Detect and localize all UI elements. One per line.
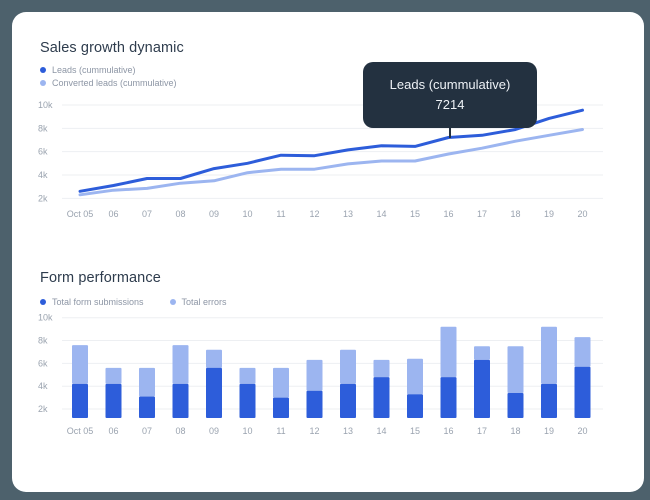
bar-errors-segment — [273, 367, 289, 398]
bar-submissions-segment — [440, 377, 457, 418]
svg-text:2k: 2k — [38, 404, 48, 414]
sales-growth-line-chart[interactable]: 10k 8k 6k 4k 2k Oct 05 06 07 08 09 10 11 12 13 14 15 16 1… — [38, 95, 618, 225]
bar-submissions-segment — [507, 393, 524, 418]
legend-item-total-errors[interactable]: Total errors — [169, 295, 227, 308]
svg-text:6k: 6k — [38, 147, 48, 157]
bar-submissions-segment — [340, 383, 356, 418]
svg-text:11: 11 — [276, 209, 285, 219]
bar-submissions-segment — [541, 383, 557, 418]
svg-text:09: 09 — [209, 209, 219, 219]
svg-text:16: 16 — [443, 209, 453, 219]
bar-submissions-segment — [574, 366, 591, 418]
bar-submissions-segment — [72, 383, 88, 418]
svg-text:10: 10 — [242, 209, 252, 219]
svg-text:8k: 8k — [38, 123, 48, 133]
svg-text:16: 16 — [443, 426, 453, 436]
svg-text:4k: 4k — [38, 170, 48, 180]
errors-legend-dot-icon — [169, 298, 176, 305]
svg-text:07: 07 — [142, 426, 152, 436]
svg-text:Oct 05: Oct 05 — [67, 426, 94, 436]
bar-errors-segment — [574, 337, 591, 367]
svg-text:18: 18 — [510, 426, 520, 436]
tooltip-pointer-line — [449, 128, 451, 138]
bar-errors-segment — [306, 359, 323, 391]
bar-errors-segment — [139, 367, 155, 397]
svg-text:14: 14 — [376, 426, 386, 436]
svg-text:19: 19 — [544, 426, 554, 436]
bar-submissions-segment — [407, 394, 423, 418]
bar-errors-segment — [407, 358, 423, 395]
legend-item-label: Converted leads (cummulative) — [52, 77, 177, 88]
bar-submissions-segment — [172, 383, 189, 418]
bar-submissions-segment — [273, 397, 289, 418]
legend-item-label: Total errors — [181, 296, 227, 307]
svg-text:09: 09 — [209, 426, 219, 436]
svg-text:10: 10 — [242, 426, 252, 436]
form-performance-title: Form performance — [40, 270, 161, 286]
svg-text:12: 12 — [309, 426, 319, 436]
svg-text:15: 15 — [410, 209, 420, 219]
bar-errors-segment — [340, 349, 356, 384]
bar-errors-segment — [440, 326, 457, 377]
svg-text:Oct 05: Oct 05 — [67, 209, 94, 219]
svg-text:12: 12 — [309, 209, 319, 219]
bar-submissions-segment — [306, 390, 323, 418]
bar-errors-segment — [541, 326, 557, 384]
svg-text:10k: 10k — [38, 313, 53, 323]
legend-item-label: Total form submissions — [52, 296, 144, 307]
svg-text:10k: 10k — [38, 100, 53, 110]
bar-submissions-segment — [139, 396, 155, 418]
svg-text:06: 06 — [108, 426, 118, 436]
svg-text:17: 17 — [477, 209, 487, 219]
sales-growth-legend: Leads (cummulative) Converted leads (cum… — [40, 63, 177, 89]
svg-text:13: 13 — [343, 426, 353, 436]
bar-errors-segment — [507, 346, 524, 393]
dashboard-card: Sales growth dynamic Leads (cummulative)… — [12, 12, 644, 492]
bar-submissions-segment — [105, 383, 122, 418]
svg-text:15: 15 — [410, 426, 420, 436]
svg-text:8k: 8k — [38, 336, 48, 346]
leads-legend-dot-icon — [40, 66, 46, 73]
bar-submissions-segment — [373, 377, 390, 418]
bar-errors-segment — [172, 345, 189, 384]
svg-text:06: 06 — [108, 209, 118, 219]
bar-submissions-segment — [239, 383, 256, 418]
svg-text:2k: 2k — [38, 193, 48, 203]
bar-submissions-segment — [474, 359, 490, 418]
svg-text:17: 17 — [477, 426, 487, 436]
chart-tooltip: Leads (cummulative) 7214 — [363, 62, 537, 128]
legend-item-label: Leads (cummulative) — [52, 64, 136, 75]
svg-text:13: 13 — [343, 209, 353, 219]
legend-item-converted-leads[interactable]: Converted leads (cummulative) — [40, 76, 177, 89]
legend-item-leads[interactable]: Leads (cummulative) — [40, 63, 177, 76]
sales-growth-title: Sales growth dynamic — [40, 40, 184, 56]
form-performance-legend: Total form submissions Total errors — [40, 295, 227, 308]
svg-text:19: 19 — [544, 209, 554, 219]
legend-item-total-form-submissions[interactable]: Total form submissions — [40, 295, 144, 308]
tooltip-value: 7214 — [435, 97, 465, 112]
svg-text:6k: 6k — [38, 358, 48, 368]
svg-text:07: 07 — [142, 209, 152, 219]
bar-errors-segment — [373, 359, 390, 377]
svg-text:20: 20 — [577, 426, 587, 436]
form-performance-bar-chart[interactable]: 10k 8k 6k 4k 2k Oct 05 06 07 08 09 10 11 12 13 14 15 16 1… — [38, 310, 618, 440]
svg-text:20: 20 — [577, 209, 587, 219]
converted-leads-legend-dot-icon — [40, 79, 46, 86]
bar-submissions-segment — [206, 367, 222, 418]
bar-errors-segment — [239, 367, 256, 384]
svg-text:18: 18 — [510, 209, 520, 219]
svg-text:11: 11 — [276, 426, 285, 436]
bar-errors-segment — [474, 346, 490, 360]
tooltip-series-label: Leads (cummulative) — [389, 76, 511, 92]
submissions-legend-dot-icon — [40, 298, 46, 305]
svg-text:14: 14 — [376, 209, 386, 219]
bar-errors-segment — [206, 349, 222, 368]
svg-text:4k: 4k — [38, 381, 48, 391]
svg-text:08: 08 — [175, 426, 185, 436]
svg-text:08: 08 — [175, 209, 185, 219]
bar-errors-segment — [105, 367, 122, 384]
bar-errors-segment — [72, 345, 88, 384]
